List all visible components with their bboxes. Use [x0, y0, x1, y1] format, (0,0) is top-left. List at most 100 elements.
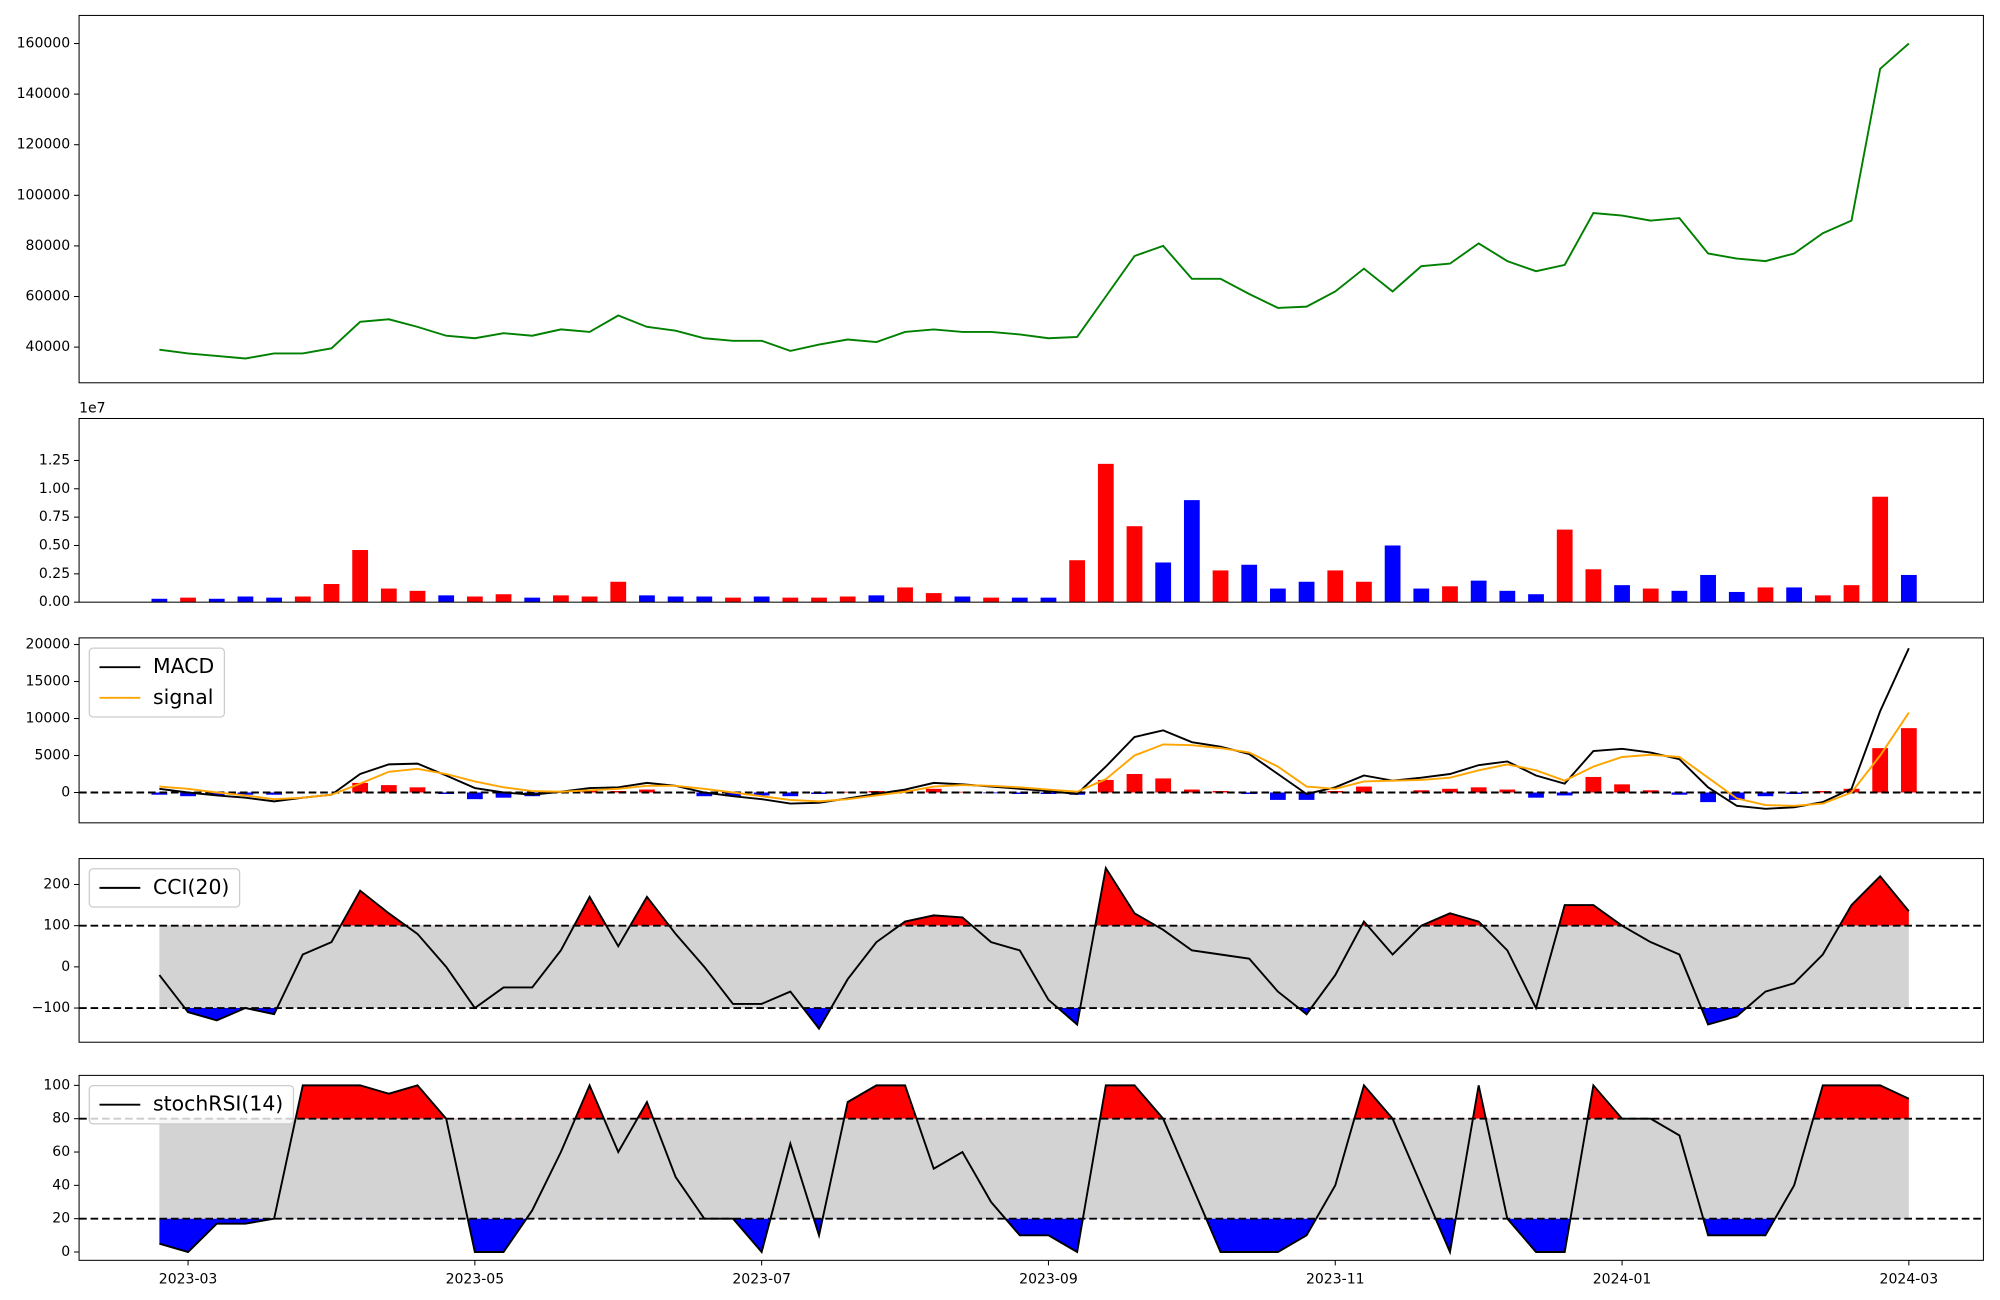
histogram-bar [1356, 786, 1372, 793]
bar [1700, 574, 1716, 603]
y-tick-label: 120000 [17, 137, 71, 153]
bar [1298, 581, 1315, 603]
bar [438, 595, 455, 603]
histogram-bar [1097, 779, 1114, 793]
bar [495, 594, 512, 603]
bar [1442, 586, 1458, 603]
bar [409, 590, 426, 603]
bar [1900, 574, 1917, 603]
y-tick-label: 1.00 [39, 481, 70, 497]
y-tick-label: 0.25 [39, 566, 70, 582]
y-tick-label: 80 [52, 1111, 70, 1127]
bar [524, 597, 541, 603]
histogram-bar [1585, 776, 1602, 793]
bar [868, 595, 885, 603]
histogram-bar [1757, 792, 1774, 797]
bar [1556, 529, 1573, 603]
bar [380, 588, 397, 603]
histogram-bar [1183, 789, 1200, 793]
histogram-bar [1671, 792, 1688, 795]
y-tick-label: 5000 [34, 748, 70, 764]
bar [897, 587, 913, 603]
histogram-bar [409, 787, 426, 793]
plot-area [79, 1082, 1984, 1256]
legend-label: stochRSI(14) [153, 1092, 283, 1116]
series-line [159, 712, 1910, 807]
y-tick-label: 20000 [26, 637, 71, 653]
bar [839, 596, 856, 603]
histogram-bar [925, 788, 942, 793]
y-tick-label: 100000 [17, 187, 71, 203]
bar [237, 596, 254, 603]
bar [1183, 500, 1200, 603]
histogram-bar [1298, 792, 1315, 800]
legend-box [88, 868, 241, 908]
fill-below [159, 1008, 1909, 1029]
histogram-bar [1814, 791, 1831, 793]
histogram-bar [725, 792, 741, 797]
plot-area [151, 463, 1917, 603]
y-tick-label: 1.25 [39, 452, 70, 468]
y-tick-label: 10000 [26, 711, 71, 727]
bar [1126, 526, 1143, 603]
histogram-bar [839, 791, 856, 793]
histogram-bar [782, 792, 799, 797]
bar [1356, 581, 1372, 603]
bar [151, 598, 168, 603]
bar [1327, 570, 1344, 603]
bar [753, 596, 770, 603]
plot-area [79, 865, 1984, 1031]
y-tick-label: 60 [52, 1144, 70, 1160]
bar [1270, 588, 1286, 603]
x-tick-label: 2024-01 [1593, 1271, 1652, 1287]
histogram-bar [1413, 790, 1430, 793]
bar [180, 597, 196, 603]
bar [208, 598, 225, 603]
histogram-bar [1728, 792, 1745, 800]
y-tick-label: 0 [61, 959, 70, 975]
fill-above [295, 1085, 1909, 1119]
histogram-bar [208, 792, 225, 796]
bar [1470, 580, 1487, 603]
bar [1614, 585, 1630, 603]
y-tick-label: 0.50 [39, 537, 70, 553]
bar [667, 596, 684, 603]
histogram-bar [180, 792, 196, 797]
legend-label: MACD [153, 654, 214, 678]
histogram-bar [696, 792, 713, 797]
histogram-bar [151, 792, 168, 795]
histogram-bar [1556, 792, 1573, 796]
bar [1786, 587, 1803, 603]
bar [1413, 588, 1430, 603]
x-tick-label: 2023-05 [446, 1271, 505, 1287]
axes-frame [78, 637, 1984, 824]
y-tick-label: 20 [52, 1211, 70, 1227]
y-tick-label: 40 [52, 1177, 70, 1193]
histogram-bar [1155, 778, 1172, 793]
bar [1241, 564, 1258, 603]
fill-above [340, 868, 1909, 926]
histogram-bar [1011, 792, 1028, 794]
histogram-bar [438, 792, 455, 794]
bar [466, 596, 483, 603]
bar [1843, 585, 1860, 603]
bar [1528, 594, 1544, 603]
y-tick-label: −100 [32, 1000, 71, 1016]
panel: 0.00 0.25 0.50 0.75 1.00 1.25 1e7 [39, 400, 1984, 610]
bar [811, 597, 827, 603]
y-tick-label: 0 [61, 1244, 70, 1260]
histogram-bar [1270, 792, 1286, 800]
y-tick-label: 140000 [17, 86, 71, 102]
axes-frame [78, 14, 1984, 384]
histogram-bar [1241, 792, 1258, 794]
histogram-bar [610, 791, 627, 793]
axes-frame [78, 417, 1984, 603]
y-tick-label: 80000 [26, 238, 71, 254]
histogram-bar [1499, 789, 1516, 793]
legend-box [88, 647, 226, 718]
bar [1040, 597, 1057, 603]
y-tick-label: 15000 [26, 674, 71, 690]
y-tick-label: 0 [61, 784, 70, 800]
